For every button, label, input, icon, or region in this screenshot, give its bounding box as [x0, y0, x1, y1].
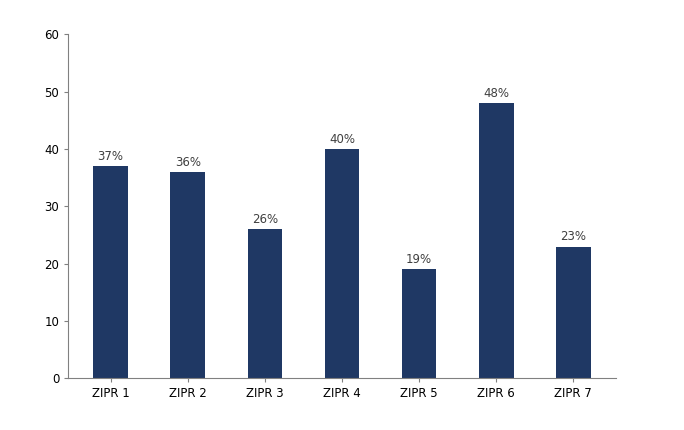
Text: 37%: 37% [98, 150, 124, 163]
Bar [170, 172, 205, 378]
Bar [402, 270, 436, 378]
Bar [93, 166, 128, 378]
Text: 48%: 48% [484, 87, 510, 100]
Text: 23%: 23% [560, 230, 586, 243]
Text: 19%: 19% [406, 253, 432, 266]
Bar [479, 103, 514, 378]
Text: 40%: 40% [329, 132, 355, 146]
Bar [556, 246, 591, 378]
Text: 26%: 26% [252, 213, 278, 226]
Bar [248, 229, 282, 378]
Bar [325, 149, 359, 378]
Text: 36%: 36% [174, 156, 200, 169]
